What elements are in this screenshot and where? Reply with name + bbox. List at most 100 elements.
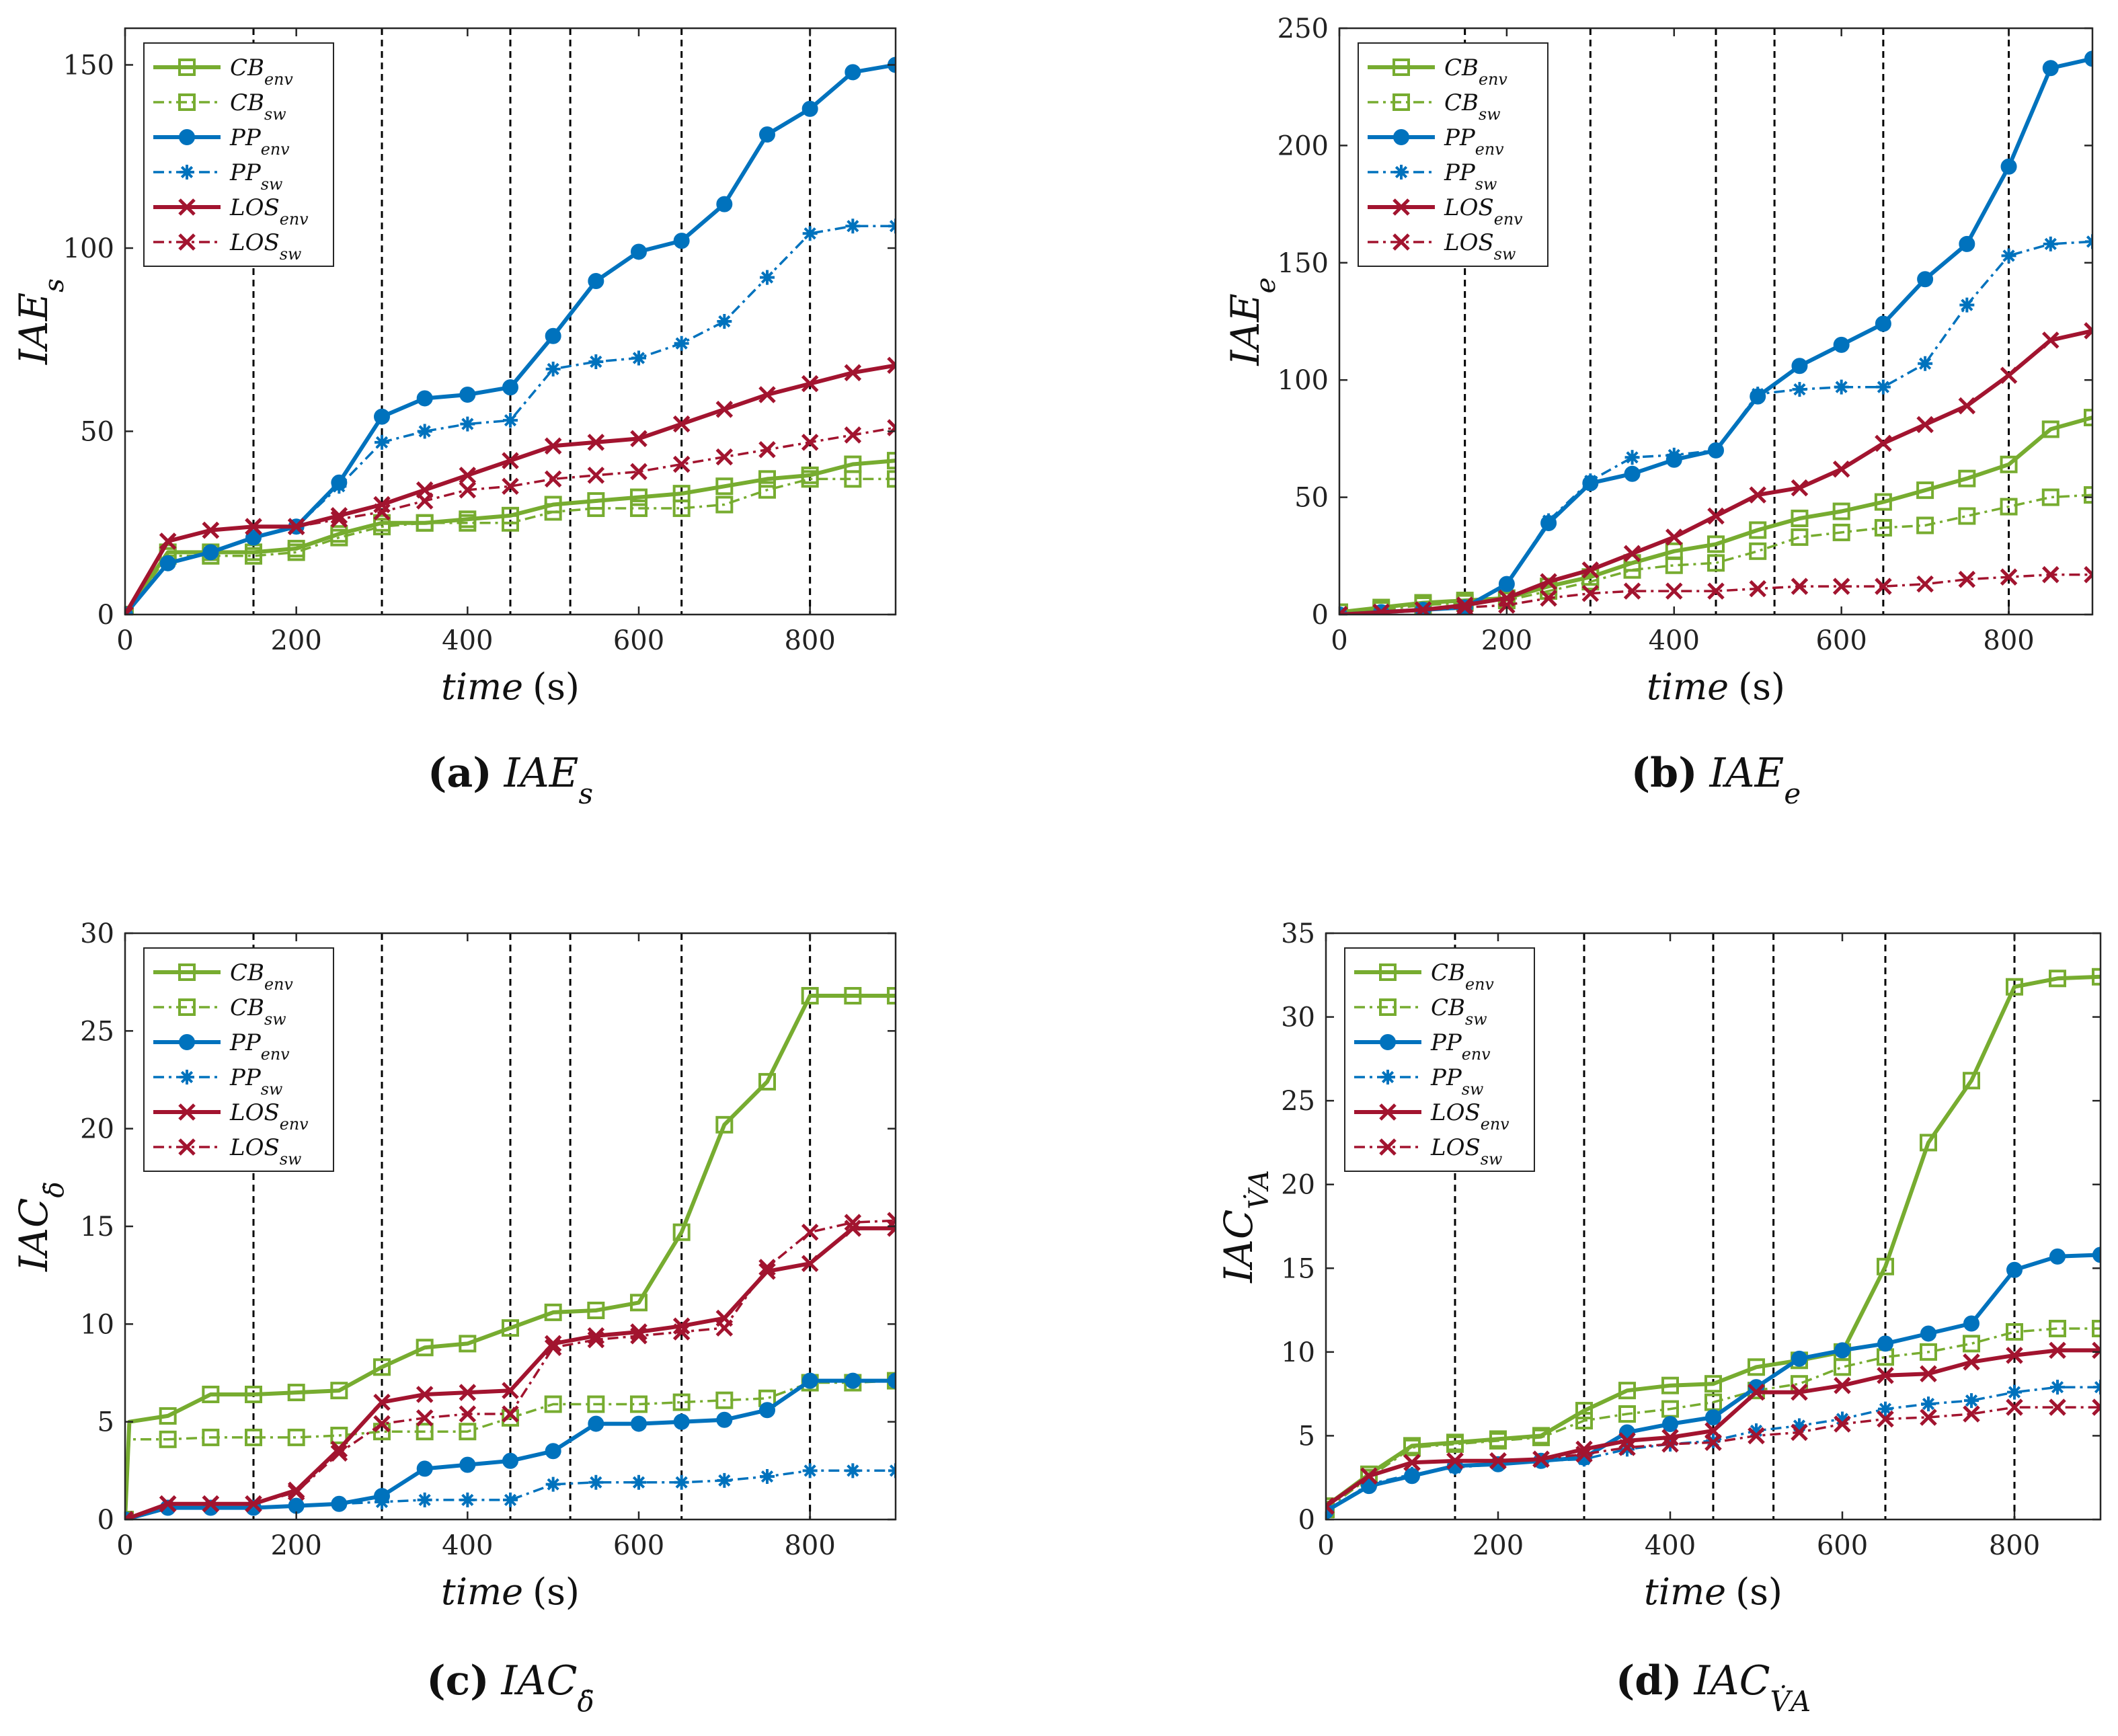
legend-marker <box>1380 1034 1396 1050</box>
data-point <box>1916 481 1934 500</box>
data-point <box>1875 315 1891 332</box>
data-point <box>1791 358 1808 374</box>
x-tick-label: 200 <box>1473 1530 1524 1561</box>
axes-box <box>124 27 897 616</box>
data-point <box>373 1393 391 1411</box>
legend-label-main: PP <box>229 159 262 186</box>
legend-label: LOSsw <box>229 1134 301 1169</box>
data-point <box>588 1474 604 1490</box>
data-point <box>245 1428 262 1446</box>
caption-sub: e <box>1784 777 1801 810</box>
data-point <box>1958 570 1976 588</box>
data-point <box>1662 1415 1678 1432</box>
data-point <box>502 452 519 469</box>
x-axis-label-unit: (s) <box>533 1571 580 1613</box>
data-point <box>1709 442 1723 458</box>
data-point <box>673 233 690 249</box>
data-point <box>1456 598 1474 615</box>
data-point <box>1792 382 1807 397</box>
x-axis-label-main: time <box>1647 666 1729 708</box>
data-point <box>1372 603 1390 615</box>
data-point <box>459 387 476 403</box>
legend-item-los-sw: LOSsw <box>1368 229 1516 264</box>
caption-main: IAC <box>1694 1657 1770 1704</box>
data-point <box>758 1263 776 1280</box>
y-axis-label: IAEs <box>11 278 70 365</box>
data-point <box>2042 565 2060 584</box>
data-point <box>1624 450 1640 465</box>
legend-label: PPenv <box>1444 124 1504 159</box>
legend-label-sub: env <box>280 1115 309 1134</box>
legend-label-sub: sw <box>1462 1080 1484 1099</box>
data-point <box>125 606 134 615</box>
data-point <box>544 470 562 488</box>
data-point <box>203 545 219 560</box>
legend-label-sub: sw <box>264 1010 286 1029</box>
data-point <box>545 1476 561 1492</box>
data-point <box>1791 578 1809 595</box>
data-point <box>1791 1383 1808 1401</box>
data-point <box>672 1393 691 1411</box>
y-axis-label-main: IAC <box>11 1198 56 1272</box>
legend-marker <box>178 1138 196 1156</box>
data-point <box>1540 589 1557 607</box>
data-point <box>245 1385 262 1403</box>
data-point <box>1748 1358 1765 1376</box>
data-point <box>1834 1358 1851 1376</box>
legend-label: LOSsw <box>229 229 301 264</box>
y-axis-label-main: IAC <box>1216 1210 1261 1284</box>
data-point <box>544 1395 562 1413</box>
legend-label-main: PP <box>1444 159 1476 186</box>
data-point <box>801 470 819 488</box>
data-point <box>1834 1342 1850 1359</box>
caption-sub: V̇A <box>1770 1684 1811 1718</box>
legend-item-pp-sw: PPsw <box>153 159 282 194</box>
legend-label: CBsw <box>1431 994 1487 1029</box>
data-point <box>674 336 689 351</box>
data-point <box>331 1496 347 1511</box>
data-point <box>1446 1452 1464 1470</box>
data-point <box>330 510 348 528</box>
x-tick-label: 400 <box>442 625 493 656</box>
y-tick-label: 20 <box>1281 1170 1315 1201</box>
data-point <box>1540 573 1557 590</box>
data-point <box>245 518 262 535</box>
data-point <box>2006 1347 2023 1364</box>
data-point <box>587 1395 605 1413</box>
y-tick-label: 150 <box>1278 248 1329 279</box>
y-tick-label: 10 <box>80 1309 114 1340</box>
legend-item-pp-env: PPenv <box>1368 124 1504 159</box>
data-point <box>587 1331 605 1349</box>
data-point <box>1832 523 1850 541</box>
legend-item-los-sw: LOSsw <box>1354 1134 1502 1169</box>
data-point <box>331 479 347 494</box>
data-point <box>1748 1427 1765 1445</box>
data-point <box>1489 1452 1507 1470</box>
data-point <box>502 1382 519 1399</box>
data-point <box>2041 420 2060 438</box>
legend-label-main: PP <box>229 1029 262 1056</box>
data-point <box>1577 1452 1592 1467</box>
y-tick-label: 25 <box>80 1016 114 1047</box>
data-point <box>2042 331 2060 349</box>
data-point <box>845 1463 861 1478</box>
data-point <box>672 499 691 517</box>
x-axis-label-main: time <box>1644 1571 1726 1613</box>
data-point <box>1618 1405 1636 1423</box>
legend-label: LOSenv <box>229 194 309 229</box>
legend-label-sub: env <box>1462 1045 1491 1064</box>
series-line <box>1326 1327 2101 1511</box>
data-point <box>159 1495 177 1513</box>
y-tick-label: 150 <box>63 50 114 81</box>
x-tick-label: 800 <box>1983 625 2034 656</box>
data-point <box>1916 575 1934 593</box>
x-axis-label: time (s) <box>441 1571 580 1613</box>
legend-item-pp-sw: PPsw <box>153 1064 282 1099</box>
legend-marker <box>1393 93 1410 111</box>
data-point <box>503 1492 518 1507</box>
legend-marker <box>178 58 196 76</box>
data-point <box>588 273 604 290</box>
legend-marker <box>180 1070 194 1084</box>
data-point <box>2006 1398 2023 1416</box>
